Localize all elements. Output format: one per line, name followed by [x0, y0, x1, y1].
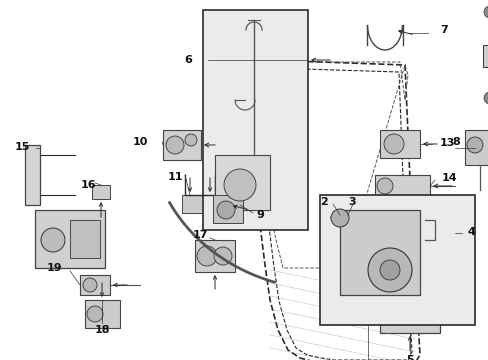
Bar — [80, 275, 110, 295]
Circle shape — [197, 246, 217, 266]
Circle shape — [383, 134, 403, 154]
Text: 4: 4 — [467, 227, 475, 237]
Circle shape — [466, 137, 482, 153]
Bar — [213, 195, 243, 223]
Text: 17: 17 — [192, 230, 207, 240]
Text: 14: 14 — [441, 173, 457, 183]
Bar — [354, 210, 399, 228]
Text: 5: 5 — [406, 355, 413, 360]
Text: 8: 8 — [451, 137, 459, 147]
Text: 19: 19 — [46, 263, 62, 273]
Bar — [379, 130, 419, 158]
Bar — [464, 130, 488, 165]
Text: 9: 9 — [256, 210, 264, 220]
Bar — [203, 10, 307, 230]
Text: 13: 13 — [439, 138, 454, 148]
Circle shape — [483, 6, 488, 18]
Circle shape — [483, 92, 488, 104]
Text: 10: 10 — [132, 137, 148, 147]
Text: 18: 18 — [94, 325, 109, 335]
Bar — [195, 240, 235, 272]
Bar — [482, 45, 488, 67]
Circle shape — [330, 209, 348, 227]
Bar — [319, 195, 474, 325]
Text: 2: 2 — [320, 197, 327, 207]
Circle shape — [165, 136, 183, 154]
Circle shape — [379, 260, 399, 280]
Bar — [163, 130, 201, 160]
Text: 3: 3 — [347, 197, 355, 207]
Circle shape — [214, 247, 231, 265]
Text: 6: 6 — [184, 55, 192, 65]
Bar — [92, 185, 110, 199]
Circle shape — [217, 201, 235, 219]
Bar — [379, 295, 439, 333]
Circle shape — [376, 178, 392, 194]
Circle shape — [384, 303, 404, 323]
Text: 16: 16 — [80, 180, 96, 190]
Circle shape — [184, 134, 197, 146]
Circle shape — [367, 248, 411, 292]
Bar — [215, 155, 269, 210]
Bar — [70, 220, 100, 258]
Text: 11: 11 — [167, 172, 183, 182]
Text: 7: 7 — [439, 25, 447, 35]
Circle shape — [41, 228, 65, 252]
Circle shape — [83, 278, 97, 292]
Circle shape — [87, 306, 103, 322]
Bar — [182, 195, 203, 213]
Bar — [374, 175, 429, 197]
Bar — [25, 145, 40, 205]
Text: 15: 15 — [14, 142, 30, 152]
Circle shape — [224, 169, 256, 201]
Bar — [339, 210, 419, 295]
Circle shape — [409, 303, 429, 323]
Bar — [85, 300, 120, 328]
Bar — [35, 210, 105, 268]
